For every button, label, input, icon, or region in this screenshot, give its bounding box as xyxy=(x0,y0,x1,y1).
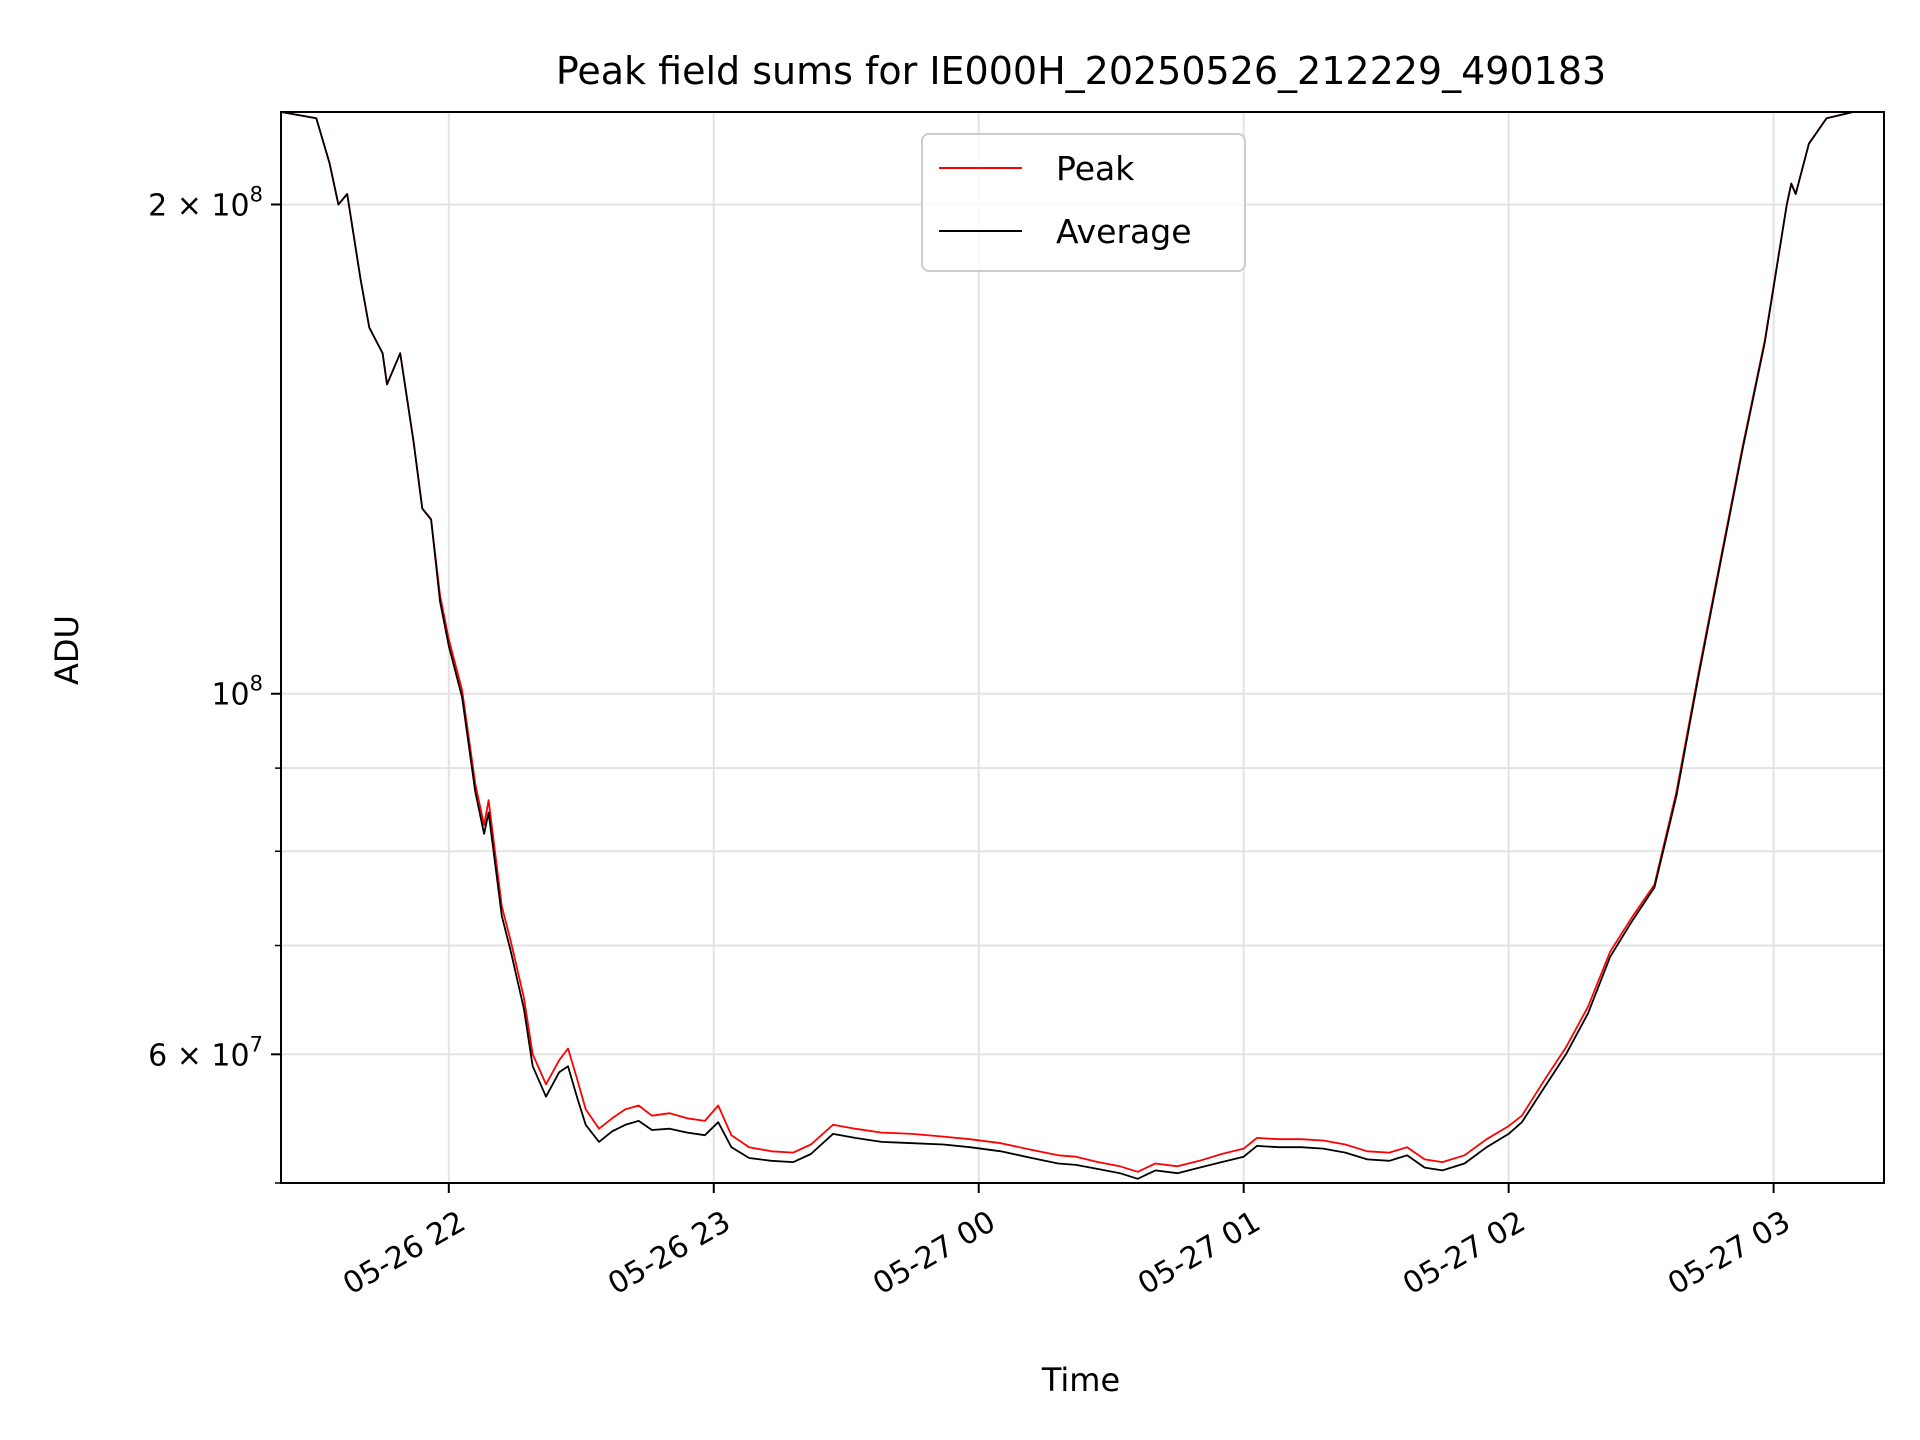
x-axis-label: Time xyxy=(1041,1361,1120,1399)
y-tick-label-base: 2 × 10 xyxy=(148,188,249,223)
y-tick-label: 6 × 107 xyxy=(148,1032,263,1073)
series-layer xyxy=(281,112,1854,1180)
chart-title: Peak field sums for IE000H_20250526_2122… xyxy=(556,49,1606,93)
y-tick-label: 2 × 108 xyxy=(148,182,263,223)
grid-layer xyxy=(281,112,1884,1184)
legend-label-average: Average xyxy=(1056,212,1192,251)
y-tick-label-exponent: 8 xyxy=(250,672,263,696)
y-tick-label: 108 xyxy=(211,672,263,713)
y-tick-label-exponent: 7 xyxy=(250,1032,263,1056)
legend: Peak Average xyxy=(921,133,1246,272)
y-axis-label: ADU xyxy=(48,615,86,685)
y-tick-label-base: 10 xyxy=(211,678,249,713)
legend-label-peak: Peak xyxy=(1056,149,1135,188)
plot-frame xyxy=(280,111,1885,1184)
series-line-average xyxy=(281,112,1854,1180)
y-tick-label-base: 6 × 10 xyxy=(148,1038,249,1073)
series-line-peak xyxy=(281,112,1854,1173)
y-tick-label-exponent: 8 xyxy=(250,182,263,206)
